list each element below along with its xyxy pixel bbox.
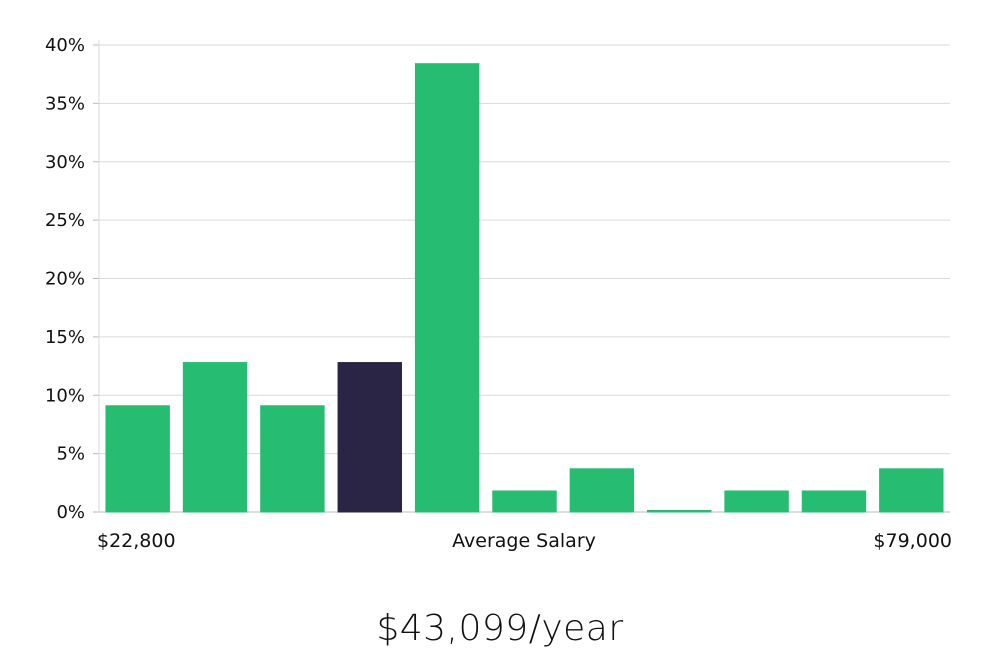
bar bbox=[492, 490, 557, 513]
bar bbox=[182, 362, 248, 513]
bars bbox=[105, 63, 944, 513]
x-label-average-salary: Average Salary bbox=[452, 530, 596, 552]
y-tick-label: 25% bbox=[45, 210, 85, 231]
bar bbox=[105, 405, 170, 513]
bar-highlighted bbox=[337, 362, 402, 513]
y-tick-label: 35% bbox=[45, 93, 85, 114]
bar bbox=[879, 468, 944, 513]
x-label-max-salary: $79,000 bbox=[873, 530, 952, 552]
bar bbox=[414, 63, 480, 513]
y-tick-label: 40% bbox=[45, 35, 85, 56]
y-axis-ticks: 0% 5% 10% 15% 20% 25% 30% 35% 40% bbox=[45, 35, 99, 523]
y-tick-label: 30% bbox=[45, 152, 85, 173]
bar bbox=[260, 405, 325, 513]
bar bbox=[569, 468, 635, 513]
y-tick-label: 10% bbox=[45, 385, 85, 406]
salary-histogram-chart: 0% 5% 10% 15% 20% 25% 30% 35% 40% $22,800 Averag… bbox=[45, 35, 952, 552]
bar bbox=[647, 510, 712, 513]
bar bbox=[724, 490, 789, 513]
y-tick-label: 5% bbox=[56, 444, 85, 465]
y-tick-label: 15% bbox=[45, 327, 85, 348]
y-tick-label: 0% bbox=[56, 502, 85, 523]
x-label-min-salary: $22,800 bbox=[97, 530, 176, 552]
y-tick-label: 20% bbox=[45, 269, 85, 290]
bar bbox=[801, 490, 867, 513]
average-salary-value: $43,099/year bbox=[376, 608, 624, 649]
